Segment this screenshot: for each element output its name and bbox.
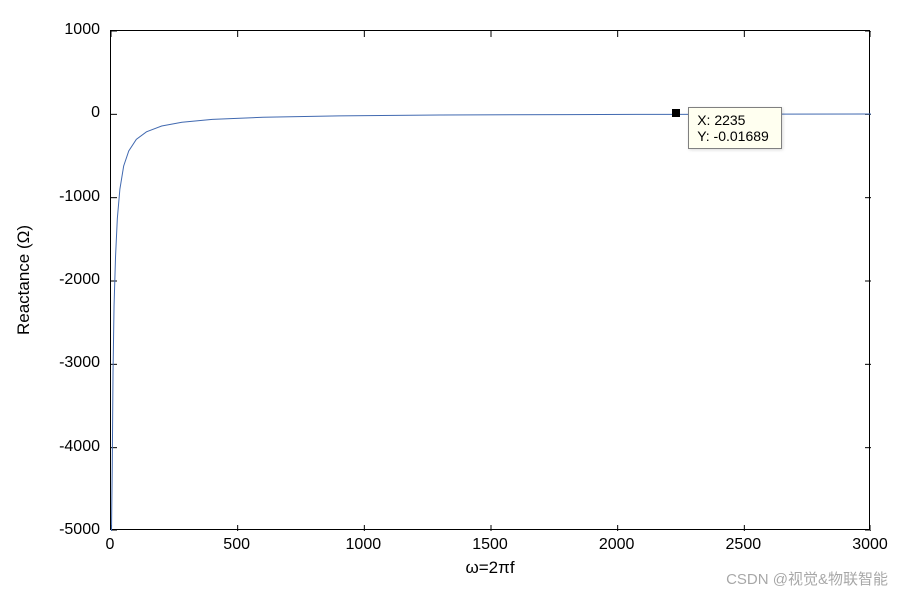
datatip[interactable]: X: 2235 Y: -0.01689: [688, 107, 782, 149]
y-tick-label: -2000: [59, 271, 100, 289]
x-tick-label: 3000: [852, 536, 888, 554]
datatip-marker[interactable]: [672, 109, 680, 117]
x-tick-label: 2000: [599, 536, 635, 554]
y-axis-label: Reactance (Ω): [14, 225, 34, 335]
plot-canvas: [111, 31, 871, 531]
y-tick-label: -1000: [59, 188, 100, 206]
x-tick-label: 0: [106, 536, 115, 554]
y-tick-label: -3000: [59, 354, 100, 372]
datatip-x-prefix: X:: [697, 112, 714, 128]
figure: Reactance (Ω) ω=2πf 0 500 1000 1500 2000 2500…: [0, 0, 908, 595]
x-tick-label: 1500: [472, 536, 508, 554]
x-tick-label: 2500: [726, 536, 762, 554]
y-tick-label: -4000: [59, 438, 100, 456]
datatip-x-value: 2235: [714, 112, 745, 128]
datatip-y-prefix: Y:: [697, 128, 713, 144]
y-tick-label: -5000: [59, 521, 100, 539]
y-tick-label: 0: [91, 104, 100, 122]
watermark: CSDN @视觉&物联智能: [726, 568, 888, 589]
x-tick-label: 1000: [346, 536, 382, 554]
x-tick-label: 500: [223, 536, 250, 554]
datatip-y-value: -0.01689: [714, 128, 769, 144]
datatip-x: X: 2235: [697, 112, 773, 128]
y-tick-label: 1000: [64, 21, 100, 39]
x-axis-label: ω=2πf: [465, 558, 514, 578]
axes: [110, 30, 870, 530]
datatip-y: Y: -0.01689: [697, 128, 773, 144]
